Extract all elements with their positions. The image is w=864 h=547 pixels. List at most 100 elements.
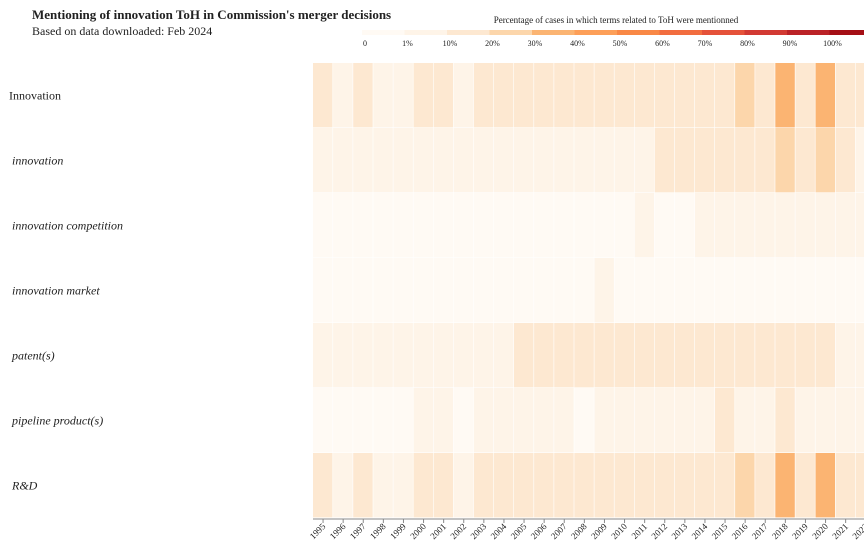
- x-tick-label: 2019: [790, 521, 810, 541]
- heat-cell: [534, 128, 554, 193]
- heat-cell: [594, 258, 614, 323]
- heat-cell: [433, 323, 454, 388]
- heat-cell: [514, 63, 534, 128]
- legend-swatch: [574, 30, 617, 35]
- heat-cell: [373, 193, 393, 258]
- heat-cell: [313, 453, 333, 518]
- x-tick-label: 1997: [348, 521, 368, 541]
- heat-cell: [393, 388, 413, 453]
- heat-cell: [735, 128, 755, 193]
- heat-cell: [855, 258, 864, 323]
- row-label: innovation market: [12, 284, 100, 298]
- heat-cell: [493, 193, 514, 258]
- heat-cell: [574, 128, 594, 193]
- heat-cell: [755, 128, 775, 193]
- x-tick-label: 2018: [770, 521, 790, 541]
- x-tick-label: 2013: [669, 521, 689, 541]
- heat-cell: [835, 323, 856, 388]
- x-tick-label: 2015: [710, 521, 730, 541]
- heat-cell: [313, 63, 333, 128]
- heat-cell: [413, 388, 433, 453]
- chart-title: Mentioning of innovation ToH in Commissi…: [32, 7, 391, 22]
- heat-cell: [775, 258, 795, 323]
- heat-cell: [534, 388, 554, 453]
- heat-cell: [433, 388, 454, 453]
- heat-cell: [735, 388, 755, 453]
- row-label: innovation competition: [12, 219, 123, 233]
- heat-cell: [534, 258, 554, 323]
- heat-cell: [815, 323, 835, 388]
- x-tick-label: 1995: [308, 521, 328, 541]
- heat-cell: [453, 63, 474, 128]
- heat-cell: [534, 453, 554, 518]
- heat-cell: [694, 453, 715, 518]
- heat-cell: [534, 63, 554, 128]
- heat-cell: [755, 388, 775, 453]
- heat-cell: [313, 388, 333, 453]
- heat-cell: [795, 388, 815, 453]
- heat-cell: [594, 63, 614, 128]
- heat-cell: [373, 453, 393, 518]
- x-tick-label: 2014: [690, 521, 710, 541]
- heat-cell: [674, 453, 695, 518]
- legend-swatch: [532, 30, 575, 35]
- heat-cell: [674, 258, 695, 323]
- heat-cell: [735, 63, 755, 128]
- heat-cell: [715, 388, 735, 453]
- heat-cell: [393, 63, 413, 128]
- heat-cell: [614, 258, 634, 323]
- heat-cell: [835, 258, 856, 323]
- heat-cell: [413, 63, 433, 128]
- heat-cell: [353, 323, 373, 388]
- heat-cell: [393, 258, 413, 323]
- heat-cell: [373, 388, 393, 453]
- legend-tick-label: 80%: [740, 39, 755, 48]
- x-tick-label: 2008: [569, 521, 589, 541]
- heat-cell: [594, 453, 614, 518]
- x-tick-label: 2021: [830, 521, 850, 541]
- heat-cell: [493, 63, 514, 128]
- heat-cell: [715, 453, 735, 518]
- heat-cell: [433, 63, 454, 128]
- heat-cell: [453, 258, 474, 323]
- heat-cell: [674, 388, 695, 453]
- heat-cell: [514, 323, 534, 388]
- row-label: patent(s): [11, 349, 55, 363]
- heat-cell: [393, 453, 413, 518]
- heat-cell: [453, 193, 474, 258]
- x-tick-label: 2001: [428, 521, 448, 541]
- x-tick-label: 2022: [850, 521, 864, 541]
- x-tick-label: 2000: [408, 521, 428, 541]
- heat-cell: [835, 63, 856, 128]
- heat-cell: [333, 258, 353, 323]
- chart-subtitle: Based on data downloaded: Feb 2024: [32, 24, 212, 38]
- legend-tick-label: 70%: [698, 39, 713, 48]
- x-tick-label: 2016: [730, 521, 750, 541]
- heat-cell: [413, 323, 433, 388]
- heat-cell: [313, 193, 333, 258]
- x-tick-label: 2010: [609, 521, 629, 541]
- heat-cell: [735, 258, 755, 323]
- heat-cell: [333, 128, 353, 193]
- heat-cell: [554, 258, 574, 323]
- heat-cell: [755, 193, 775, 258]
- heat-cell: [735, 323, 755, 388]
- heat-cell: [855, 388, 864, 453]
- legend-swatch: [447, 30, 490, 35]
- x-tick-label: 2007: [549, 521, 569, 541]
- heat-cell: [514, 388, 534, 453]
- heat-cell: [694, 193, 715, 258]
- legend-tick-label: 10%: [443, 39, 458, 48]
- heat-cell: [413, 453, 433, 518]
- heat-cell: [835, 453, 856, 518]
- heat-cell: [795, 63, 815, 128]
- heat-cell: [674, 193, 695, 258]
- heat-cell: [654, 193, 675, 258]
- heat-cell: [393, 128, 413, 193]
- heat-cell: [674, 323, 695, 388]
- row-label: pipeline product(s): [11, 414, 103, 428]
- legend-tick-label: 60%: [655, 39, 670, 48]
- heat-cell: [493, 453, 514, 518]
- heat-cell: [574, 453, 594, 518]
- heat-cell: [473, 388, 494, 453]
